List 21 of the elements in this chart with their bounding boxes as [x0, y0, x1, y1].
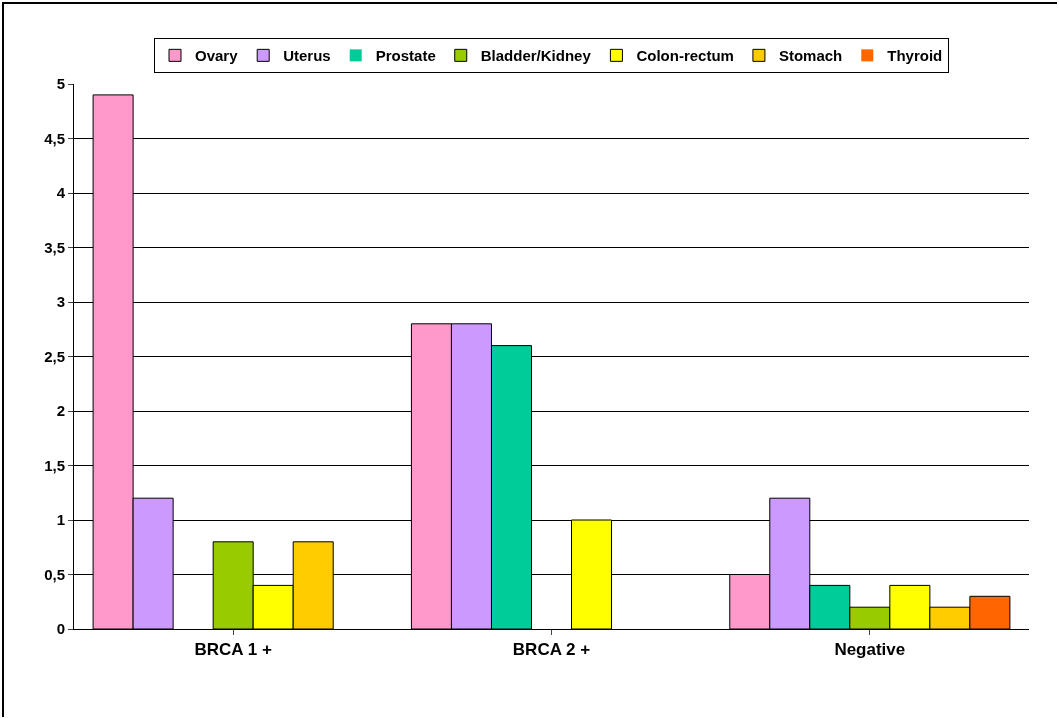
- legend-label: Prostate: [375, 47, 436, 65]
- y-tick-label: 2,5: [44, 347, 65, 365]
- legend-label: Thyroid: [887, 47, 943, 65]
- legend-label: Ovary: [195, 47, 239, 65]
- x-tick-label: BRCA 1 +: [194, 640, 272, 660]
- y-tick-label: 3: [56, 293, 65, 311]
- y-tick-label: 1,5: [44, 456, 65, 474]
- y-tick-label: 0: [56, 620, 65, 638]
- legend-label: Bladder/Kidney: [480, 47, 592, 65]
- x-tick-label: BRCA 2 +: [512, 640, 591, 660]
- legend-label: Uterus: [283, 47, 331, 65]
- legend-label: Colon-rectum: [636, 47, 734, 65]
- legend-label: Stomach: [778, 47, 843, 65]
- x-tick-label: Negative: [834, 640, 906, 660]
- y-tick-label: 4,5: [44, 129, 65, 147]
- y-tick-label: 0,5: [44, 565, 65, 583]
- y-tick-label: 4: [56, 184, 66, 202]
- y-tick-label: 1: [56, 511, 65, 529]
- y-tick-label: 3,5: [44, 238, 65, 256]
- y-tick-label: 2: [56, 402, 65, 420]
- y-tick-label: 5: [56, 75, 65, 93]
